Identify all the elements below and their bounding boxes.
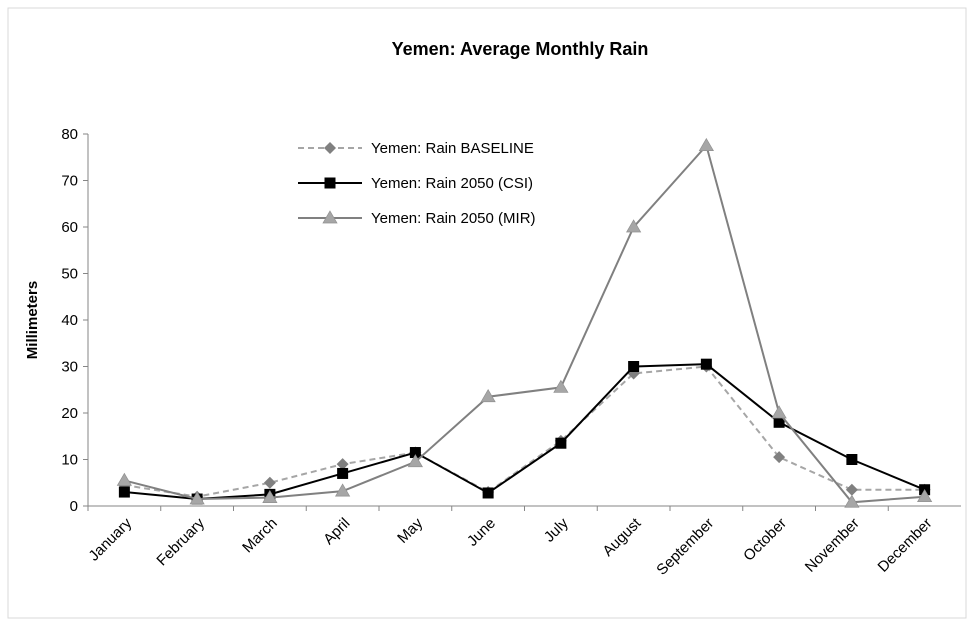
legend-label: Yemen: Rain BASELINE (371, 140, 534, 157)
data-point (482, 487, 494, 499)
data-point (335, 483, 351, 497)
data-point (116, 472, 132, 486)
y-tick-label: 0 (70, 498, 78, 515)
data-point (845, 483, 858, 496)
data-point (409, 447, 421, 459)
series-line (124, 365, 925, 498)
y-tick-label: 60 (61, 219, 78, 236)
legend-label: Yemen: Rain 2050 (CSI) (371, 175, 533, 192)
data-point (480, 389, 496, 403)
data-point (337, 467, 349, 479)
data-point (700, 358, 712, 370)
data-point (846, 454, 858, 465)
data-point (336, 458, 349, 471)
y-tick-label: 50 (61, 266, 78, 283)
legend-marker (322, 210, 338, 224)
data-point (771, 405, 787, 419)
data-point (555, 437, 567, 449)
chart-border (7, 7, 967, 619)
data-point (844, 494, 860, 508)
series-line (124, 143, 925, 504)
data-point (553, 379, 569, 393)
data-point (263, 476, 276, 489)
data-point (698, 137, 714, 151)
data-point (773, 416, 785, 428)
data-point (917, 489, 933, 503)
data-point (262, 489, 278, 503)
y-tick-label: 20 (61, 405, 78, 422)
y-tick-label: 10 (61, 452, 78, 469)
legend-marker (324, 142, 336, 154)
chart-title: Yemen: Average Monthly Rain (392, 39, 649, 59)
data-point (626, 219, 642, 233)
data-point (407, 454, 423, 468)
legend-label: Yemen: Rain 2050 (MIR) (371, 210, 536, 227)
data-point (773, 451, 786, 464)
data-point (118, 486, 130, 498)
legend-marker (324, 177, 336, 189)
data-point (189, 491, 205, 505)
y-axis-label: Millimeters (24, 281, 41, 359)
y-tick-label: 40 (61, 312, 78, 329)
y-tick-label: 30 (61, 359, 78, 376)
y-tick-label: 80 (61, 126, 78, 143)
y-tick-label: 70 (61, 173, 78, 190)
data-point (628, 361, 640, 372)
